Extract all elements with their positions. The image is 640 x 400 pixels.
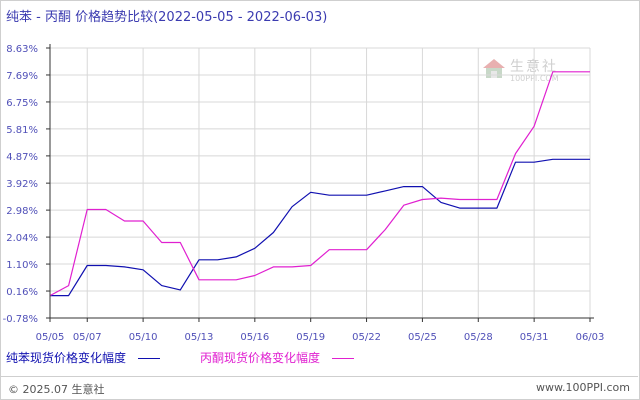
x-tick-label: 05/28 xyxy=(464,332,493,343)
chart-title: 纯苯 - 丙酮 价格趋势比较(2022-05-05 - 2022-06-03) xyxy=(6,10,328,25)
watermark-brand: 生意社 xyxy=(510,59,558,75)
y-tick-label: 2.04% xyxy=(6,233,38,244)
legend-label-series1: 纯苯现货价格变化幅度 xyxy=(6,351,127,365)
legend-item-series1: 纯苯现货价格变化幅度 xyxy=(6,349,160,366)
x-tick-label: 05/10 xyxy=(129,332,158,343)
x-tick-label: 05/31 xyxy=(520,332,549,343)
x-tick-label: 05/13 xyxy=(185,332,214,343)
x-tick-label: 05/05 xyxy=(36,332,65,343)
x-tick-labels: 05/05 05/07 05/10 05/13 05/16 05/19 05/22 05/25… xyxy=(36,332,605,343)
y-tick-label: 5.81% xyxy=(6,125,38,136)
y-tick-label: 4.87% xyxy=(6,152,38,163)
legend-swatch-series2 xyxy=(331,358,354,359)
y-tick-label: 6.75% xyxy=(6,98,38,109)
legend-label-series2: 丙酮现货价格变化幅度 xyxy=(200,351,321,365)
y-tick-label: 8.63% xyxy=(6,44,38,55)
footer: © 2025.07 生意社 www.100PPI.com xyxy=(0,376,638,399)
series-line-1 xyxy=(50,158,590,297)
axes xyxy=(46,44,594,322)
x-tick-label: 05/19 xyxy=(296,332,325,343)
y-tick-label: 3.92% xyxy=(6,179,38,190)
y-tick-label: 2.98% xyxy=(6,206,38,217)
footer-site-link[interactable]: www.100PPI.com xyxy=(536,381,630,394)
legend-swatch-series1 xyxy=(137,358,160,359)
y-tick-label: 1.10% xyxy=(6,260,38,271)
x-tick-label: 05/25 xyxy=(408,332,437,343)
series-lines xyxy=(49,71,590,297)
x-tick-label: 05/07 xyxy=(73,332,102,343)
y-tick-labels: 8.63% 7.69% 6.75% 5.81% 4.87% 3.92% 2.98% 2.04%… xyxy=(3,44,38,325)
y-tick-label: 0.16% xyxy=(6,287,38,298)
x-tick-label: 05/16 xyxy=(240,332,269,343)
legend-item-series2: 丙酮现货价格变化幅度 xyxy=(200,349,354,366)
grid-lines xyxy=(49,47,591,319)
y-tick-label: -0.78% xyxy=(3,314,38,325)
y-tick-label: 7.69% xyxy=(6,71,38,82)
x-tick-label: 05/22 xyxy=(352,332,381,343)
x-tick-label: 06/03 xyxy=(576,332,605,343)
series-line-2 xyxy=(49,71,590,297)
footer-copyright: © 2025.07 生意社 xyxy=(8,383,105,396)
